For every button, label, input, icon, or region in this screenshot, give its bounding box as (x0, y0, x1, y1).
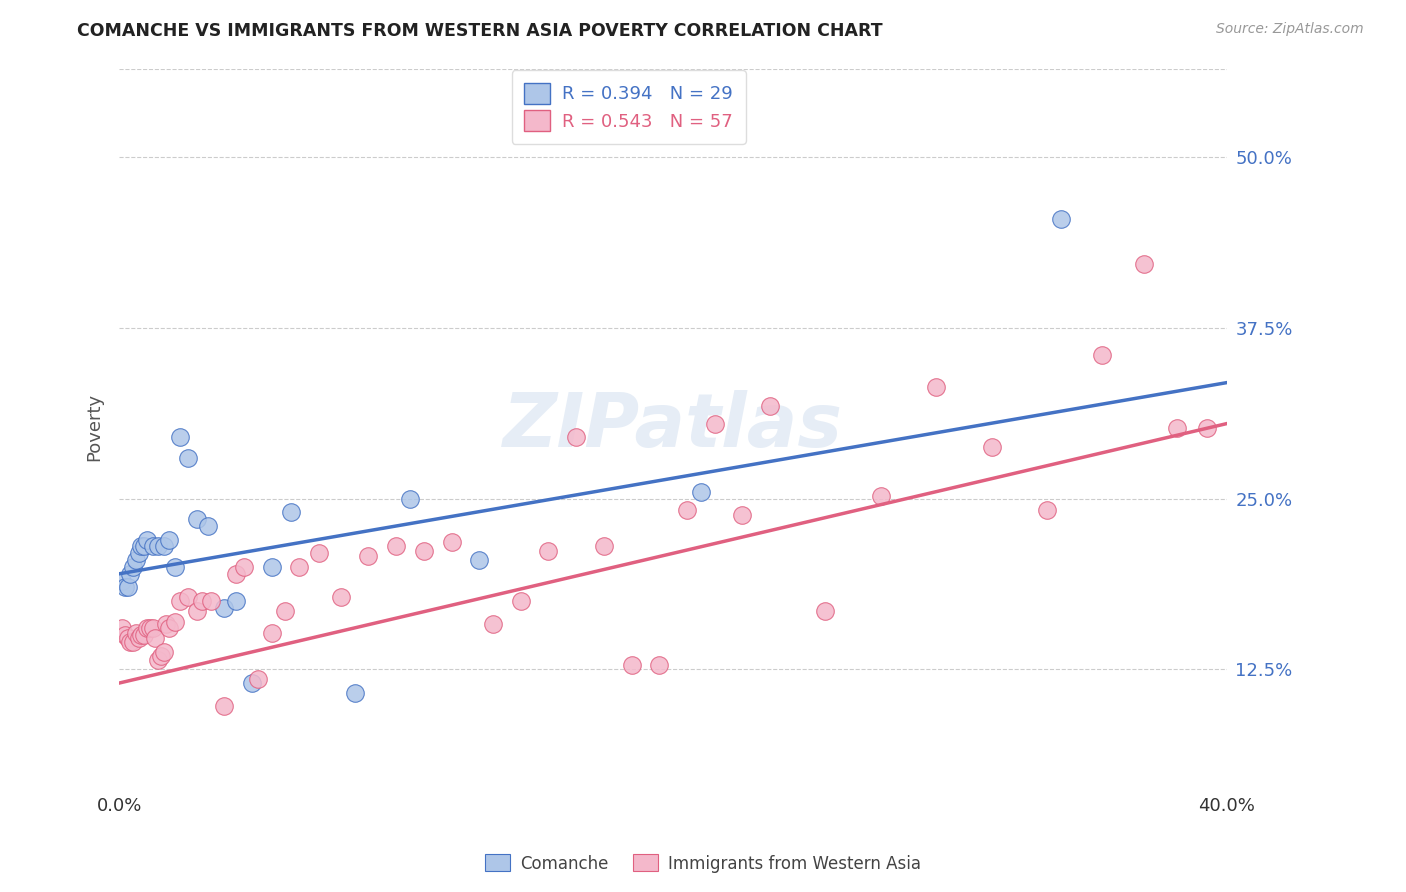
Point (1049, 211, 1071, 226)
Point (120, 635, 142, 649)
Point (146, 653, 169, 667)
Point (114, 581, 136, 595)
Point (357, 549, 380, 563)
Point (482, 617, 505, 632)
Point (157, 533, 180, 547)
Point (128, 546, 150, 560)
Point (676, 502, 699, 516)
Point (440, 535, 463, 549)
Point (146, 540, 169, 554)
Point (537, 543, 560, 558)
Point (565, 430, 588, 444)
Point (225, 566, 247, 581)
Text: COMANCHE VS IMMIGRANTS FROM WESTERN ASIA POVERTY CORRELATION CHART: COMANCHE VS IMMIGRANTS FROM WESTERN ASIA… (77, 22, 883, 40)
Text: ZIPatlas: ZIPatlas (503, 391, 844, 464)
Point (412, 543, 434, 558)
Point (274, 604, 297, 618)
Point (128, 631, 150, 645)
Point (134, 540, 156, 554)
Point (141, 540, 163, 554)
Point (155, 617, 177, 632)
Point (177, 450, 200, 465)
Point (131, 628, 153, 642)
Point (136, 621, 159, 635)
Point (648, 658, 671, 673)
Point (163, 615, 186, 629)
Point (1091, 348, 1114, 362)
Point (177, 590, 200, 604)
Point (186, 604, 208, 618)
Legend: Comanche, Immigrants from Western Asia: Comanche, Immigrants from Western Asia (478, 847, 928, 880)
Point (131, 540, 153, 554)
Point (592, 540, 614, 554)
Y-axis label: Poverty: Poverty (86, 392, 103, 461)
Point (136, 533, 159, 547)
Point (122, 560, 145, 574)
Point (1166, 420, 1188, 434)
Point (111, 621, 134, 635)
Point (152, 645, 174, 659)
Point (163, 560, 186, 574)
Legend: R = 0.394   N = 29, R = 0.543   N = 57: R = 0.394 N = 29, R = 0.543 N = 57 (512, 70, 745, 144)
Point (260, 625, 283, 640)
Point (814, 604, 837, 618)
Point (186, 512, 208, 526)
Point (399, 491, 422, 506)
Point (1197, 420, 1219, 434)
Point (157, 621, 180, 635)
Point (143, 631, 166, 645)
Point (509, 594, 531, 608)
Point (343, 685, 366, 699)
Point (125, 625, 148, 640)
Point (122, 635, 145, 649)
Point (120, 566, 142, 581)
Point (200, 594, 222, 608)
Point (117, 631, 139, 645)
Point (260, 560, 283, 574)
Point (468, 553, 491, 567)
Point (125, 553, 148, 567)
Point (246, 672, 269, 686)
Point (620, 658, 643, 673)
Point (117, 581, 139, 595)
Point (111, 574, 134, 588)
Point (689, 484, 711, 499)
Point (191, 594, 214, 608)
Point (329, 590, 352, 604)
Point (114, 628, 136, 642)
Point (214, 601, 236, 615)
Point (232, 560, 254, 574)
Point (141, 621, 163, 635)
Point (869, 489, 891, 503)
Point (703, 417, 725, 431)
Text: Source: ZipAtlas.com: Source: ZipAtlas.com (1216, 22, 1364, 37)
Point (169, 430, 191, 444)
Point (1036, 502, 1059, 516)
Point (280, 505, 302, 519)
Point (925, 380, 948, 394)
Point (1133, 257, 1156, 271)
Point (152, 540, 174, 554)
Point (169, 594, 191, 608)
Point (134, 628, 156, 642)
Point (240, 676, 263, 690)
Point (759, 399, 782, 413)
Point (225, 594, 247, 608)
Point (308, 546, 330, 560)
Point (385, 540, 408, 554)
Point (288, 560, 311, 574)
Point (214, 699, 236, 714)
Point (197, 519, 219, 533)
Point (731, 508, 754, 522)
Point (149, 648, 172, 663)
Point (980, 440, 1002, 454)
Point (138, 621, 160, 635)
